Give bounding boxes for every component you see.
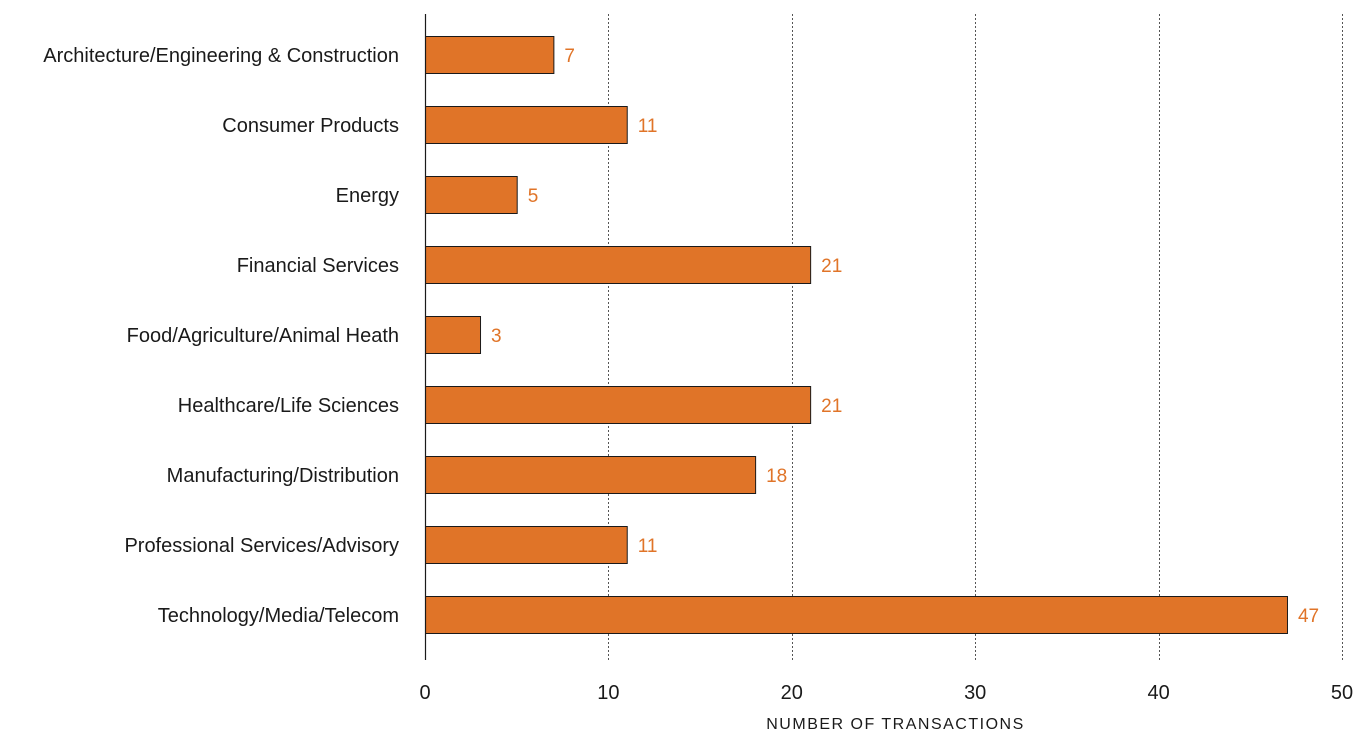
category-label-3: Financial Services [237, 255, 399, 277]
bar-0 [425, 36, 555, 74]
bar-8 [425, 596, 1288, 634]
data-label-6: 18 [766, 466, 787, 487]
x-tick-label-30: 30 [964, 682, 986, 704]
x-tick-label-50: 50 [1331, 682, 1353, 704]
bar-7 [425, 526, 628, 564]
category-label-2: Energy [336, 185, 399, 207]
x-tick-labels: 0 10 20 30 40 50 [419, 682, 1353, 704]
data-label-0: 7 [564, 46, 575, 67]
gridlines [608, 14, 1343, 660]
category-label-5: Healthcare/Life Sciences [178, 395, 399, 417]
x-tick-label-0: 0 [419, 682, 430, 704]
bar-4 [425, 316, 482, 354]
bar-6 [425, 456, 757, 494]
category-label-7: Professional Services/Advisory [124, 535, 399, 557]
x-axis-title: NUMBER OF TRANSACTIONS [766, 716, 1025, 733]
category-label-6: Manufacturing/Distribution [167, 465, 399, 487]
data-label-5: 21 [821, 396, 842, 417]
category-label-0: Architecture/Engineering & Construction [43, 45, 399, 67]
bar-5 [425, 386, 812, 424]
data-label-4: 3 [491, 326, 502, 347]
bars [425, 36, 1288, 634]
data-label-3: 21 [821, 256, 842, 277]
x-tick-label-20: 20 [781, 682, 803, 704]
data-label-8: 47 [1298, 606, 1319, 627]
data-labels: 7 11 5 21 3 21 18 11 47 [491, 46, 1319, 627]
data-label-2: 5 [528, 186, 539, 207]
x-tick-label-40: 40 [1147, 682, 1169, 704]
category-label-8: Technology/Media/Telecom [158, 605, 399, 627]
bar-1 [425, 106, 628, 144]
data-label-1: 11 [638, 116, 658, 137]
x-tick-label-10: 10 [597, 682, 619, 704]
category-label-4: Food/Agriculture/Animal Heath [127, 325, 399, 347]
bar-2 [425, 176, 518, 214]
bar-3 [425, 246, 812, 284]
data-label-7: 11 [638, 536, 658, 557]
category-labels: Architecture/Engineering & Construction C… [43, 45, 399, 627]
category-label-1: Consumer Products [222, 115, 399, 137]
